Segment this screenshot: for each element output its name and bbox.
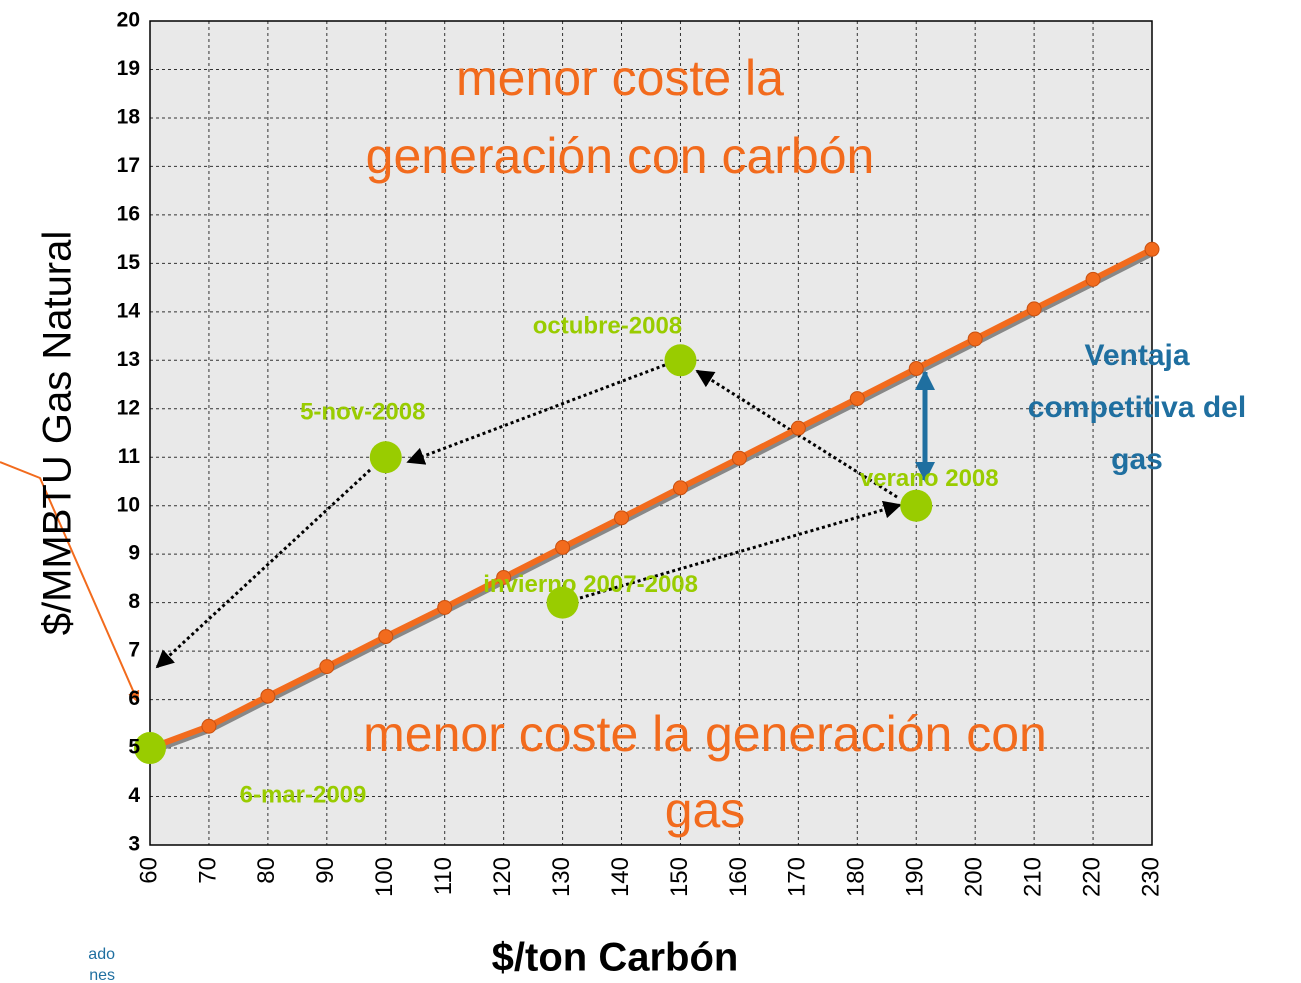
x-tick-label: 210 <box>1019 857 1046 897</box>
line-marker <box>1085 271 1101 287</box>
y-tick-label: 15 <box>117 251 141 274</box>
plot-border <box>149 20 1153 846</box>
y-tick-label: 20 <box>117 9 140 32</box>
x-tick-label: 120 <box>489 857 516 897</box>
x-tick-label: 200 <box>961 857 988 897</box>
x-tick-label: 150 <box>666 857 693 897</box>
y-axis-title: $/MMBTU Gas Natural <box>36 231 80 636</box>
point <box>664 344 697 377</box>
y-tick-label: 14 <box>117 299 141 322</box>
line-marker <box>614 510 630 526</box>
x-tick-label: 170 <box>784 857 811 897</box>
annotation: gas <box>665 782 746 838</box>
arrows <box>0 363 935 704</box>
point <box>900 489 933 522</box>
x-axis-title: $/ton Carbón <box>492 936 739 980</box>
y-tick-label: 3 <box>128 833 140 856</box>
y-tick-label: 8 <box>128 590 140 613</box>
cut-note: nes <box>89 967 115 983</box>
point-label: invierno 2007-2008 <box>483 571 698 598</box>
line-shadow <box>150 249 1156 754</box>
line <box>148 246 1154 751</box>
y-tick-label: 9 <box>128 542 140 565</box>
annotation: gas <box>1111 443 1163 476</box>
x-tick-label: 220 <box>1078 857 1105 897</box>
x-tick-label: 70 <box>194 857 221 884</box>
y-tick-label: 10 <box>117 493 140 516</box>
x-tick-label: 60 <box>135 857 162 884</box>
line-marker <box>319 659 335 675</box>
x-tick-label: 100 <box>371 857 398 897</box>
y-tick-label: 5 <box>128 736 140 759</box>
point-label: verano 2008 <box>860 465 999 492</box>
x-tick-label: 130 <box>548 857 575 897</box>
y-tick-label: 18 <box>117 105 141 128</box>
x-tick-label: 190 <box>902 857 929 897</box>
cut-note: ado <box>88 946 115 963</box>
annotation: competitiva del <box>1028 391 1246 424</box>
line-marker <box>496 569 512 585</box>
y-tick-label: 19 <box>117 57 140 80</box>
point-label: octubre-2008 <box>533 313 682 340</box>
x-tick-label: 230 <box>1137 857 1164 897</box>
point <box>134 732 166 765</box>
x-tick-label: 80 <box>253 857 280 884</box>
line-marker <box>672 480 688 496</box>
line-marker <box>1144 241 1160 257</box>
line-marker <box>1026 301 1042 317</box>
annotation: menor coste la <box>456 50 784 106</box>
point-label: 5-nov-2008 <box>300 399 425 426</box>
x-tick-label: 90 <box>312 857 339 884</box>
line-marker <box>555 539 571 555</box>
line-marker <box>378 629 394 645</box>
line-marker <box>967 331 983 347</box>
line-marker <box>260 688 276 704</box>
y-tick-label: 11 <box>118 445 141 468</box>
arrow <box>155 468 372 669</box>
annotation: generación con carbón <box>366 128 875 184</box>
arrow <box>579 500 902 600</box>
arrow <box>406 363 666 465</box>
line-marker <box>908 361 924 377</box>
line-marker <box>201 718 217 734</box>
y-tick-label: 13 <box>117 348 140 371</box>
point-label: 6-mar-2009 <box>240 781 367 808</box>
y-tick-label: 17 <box>117 154 140 177</box>
x-tick-label: 110 <box>430 857 457 895</box>
line-marker <box>731 450 747 466</box>
line-marker <box>790 420 806 436</box>
y-tick-label: 6 <box>128 687 140 710</box>
line-marker <box>437 599 453 615</box>
x-tick-label: 140 <box>607 857 634 897</box>
y-tick-label: 4 <box>128 784 140 807</box>
point <box>546 586 579 619</box>
annotation: Ventaja <box>1084 339 1189 372</box>
x-tick-label: 180 <box>843 857 870 897</box>
point <box>369 441 402 474</box>
plot-area <box>150 21 1152 845</box>
annotation: menor coste la generación con <box>363 706 1047 762</box>
y-tick-label: 7 <box>128 639 140 662</box>
line-marker <box>849 391 865 407</box>
y-tick-label: 12 <box>117 396 140 419</box>
y-tick-label: 16 <box>117 202 140 225</box>
callout-line <box>0 461 140 704</box>
x-tick-label: 160 <box>725 857 752 897</box>
